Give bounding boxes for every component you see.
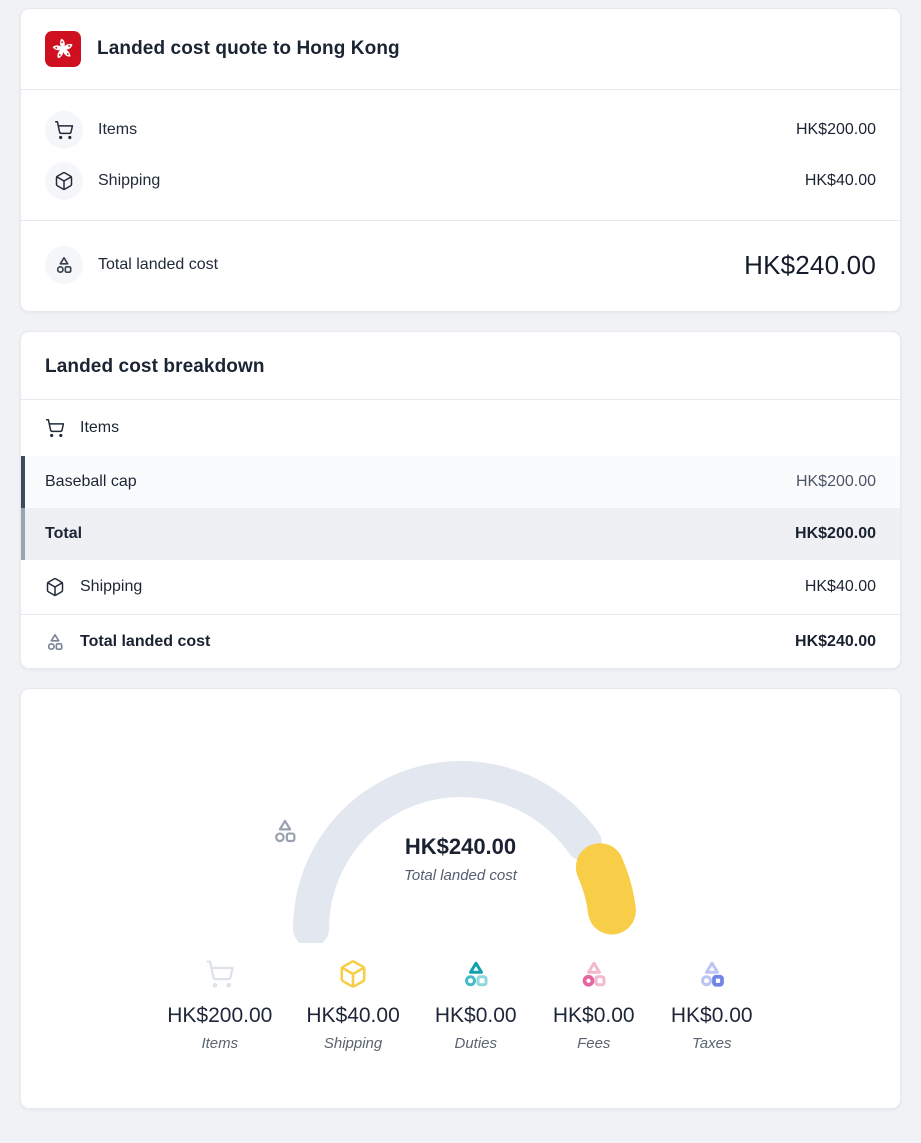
legend-taxes-label: Taxes [692,1035,732,1052]
breakdown-total-amount: HK$240.00 [795,632,876,650]
divider [21,614,900,615]
legend-duties-amount: HK$0.00 [434,1004,517,1027]
shapes-icon [582,961,606,987]
landed-cost-breakdown-card: Landed cost breakdown Items Baseball cap… [20,331,901,669]
breakdown-total-label: Total landed cost [80,632,211,650]
quote-total-row: Total landed cost HK$240.00 [21,221,900,311]
breakdown-items-header-row: Items [21,400,900,456]
legend-shipping-amount: HK$40.00 [306,1004,400,1027]
gauge-total-amount: HK$240.00 [404,834,517,859]
quote-shipping-row: Shipping HK$40.00 [45,155,876,206]
gauge-center: HK$240.00 Total landed cost [271,817,651,884]
gauge-segment-shipping[interactable] [575,843,636,935]
legend-item-fees[interactable]: HK$0.00 Fees [552,959,636,1052]
items-label: Items [98,120,138,138]
legend-shipping-label: Shipping [323,1035,383,1052]
landed-cost-gauge: HK$240.00 Total landed cost [271,743,651,943]
legend-item-duties[interactable]: HK$0.00 Duties [434,959,518,1052]
breakdown-shipping-label: Shipping [80,578,143,595]
box-icon [55,171,73,190]
landed-cost-quote-card: Landed cost quote to Hong Kong Items HK$… [20,8,901,312]
divider [21,220,900,221]
gauge-segment-items[interactable] [292,761,602,943]
breakdown-card-title: Landed cost breakdown [45,356,265,377]
legend-taxes-amount: HK$0.00 [670,1004,753,1027]
box-icon-badge [45,161,83,200]
box-icon [340,960,366,988]
item-amount: HK$200.00 [795,473,876,490]
shapes-icon [274,819,295,843]
legend-fees-amount: HK$0.00 [552,1004,635,1027]
cart-icon [206,960,234,988]
gauge-total-label: Total landed cost [404,867,517,884]
cart-icon [54,120,74,139]
shapes-icon [56,257,72,273]
breakdown-shipping-row[interactable]: Shipping HK$40.00 [21,560,900,614]
breakdown-total-row: Total landed cost HK$240.00 [21,615,900,668]
gauge-chart [292,761,636,943]
items-total-label: Total [45,525,83,542]
items-total-amount: HK$200.00 [795,525,876,542]
breakdown-items-total-row[interactable]: Total HK$200.00 [21,508,900,560]
shipping-label: Shipping [98,171,161,189]
shapes-icon [464,961,488,987]
quote-rows: Items HK$200.00 Shipping HK$40.00 [21,90,900,220]
total-landed-cost-amount: HK$240.00 [744,249,876,280]
shapes-icon [700,961,724,987]
breakdown-card-header: Landed cost breakdown [21,332,900,399]
divider [21,89,900,90]
legend-items-label: Items [201,1035,239,1052]
item-name: Baseball cap [45,473,137,490]
quote-items-row: Items HK$200.00 [45,104,876,155]
breakdown-items-header: Items [80,419,120,436]
legend-items-amount: HK$200.00 [167,1004,273,1027]
items-amount: HK$200.00 [795,120,876,138]
legend-fees-label: Fees [577,1035,611,1052]
divider [21,399,900,400]
total-landed-cost-label: Total landed cost [98,256,219,273]
quote-card-header: Landed cost quote to Hong Kong [21,9,900,89]
hong-kong-flag-icon [45,31,81,67]
cart-icon-badge [45,110,83,149]
legend-item-shipping[interactable]: HK$40.00 Shipping [306,959,400,1052]
shapes-icon [45,631,67,653]
legend-item-taxes[interactable]: HK$0.00 Taxes [670,959,754,1052]
cart-icon [45,417,67,439]
breakdown-item-row[interactable]: Baseball cap HK$200.00 [21,456,900,508]
breakdown-shipping-amount: HK$40.00 [804,578,876,595]
legend-item-items[interactable]: HK$200.00 Items [167,959,272,1052]
shipping-amount: HK$40.00 [804,171,876,189]
landed-cost-gauge-card: HK$240.00 Total landed cost HK$200.00 It… [20,688,901,1109]
legend-duties-label: Duties [454,1035,498,1052]
shapes-icon-badge [45,246,83,284]
gauge-legend: HK$200.00 Items HK$40.00 Shipping HK$0.0… [45,959,876,1052]
quote-card-title: Landed cost quote to Hong Kong [97,38,400,59]
box-icon [45,576,67,598]
